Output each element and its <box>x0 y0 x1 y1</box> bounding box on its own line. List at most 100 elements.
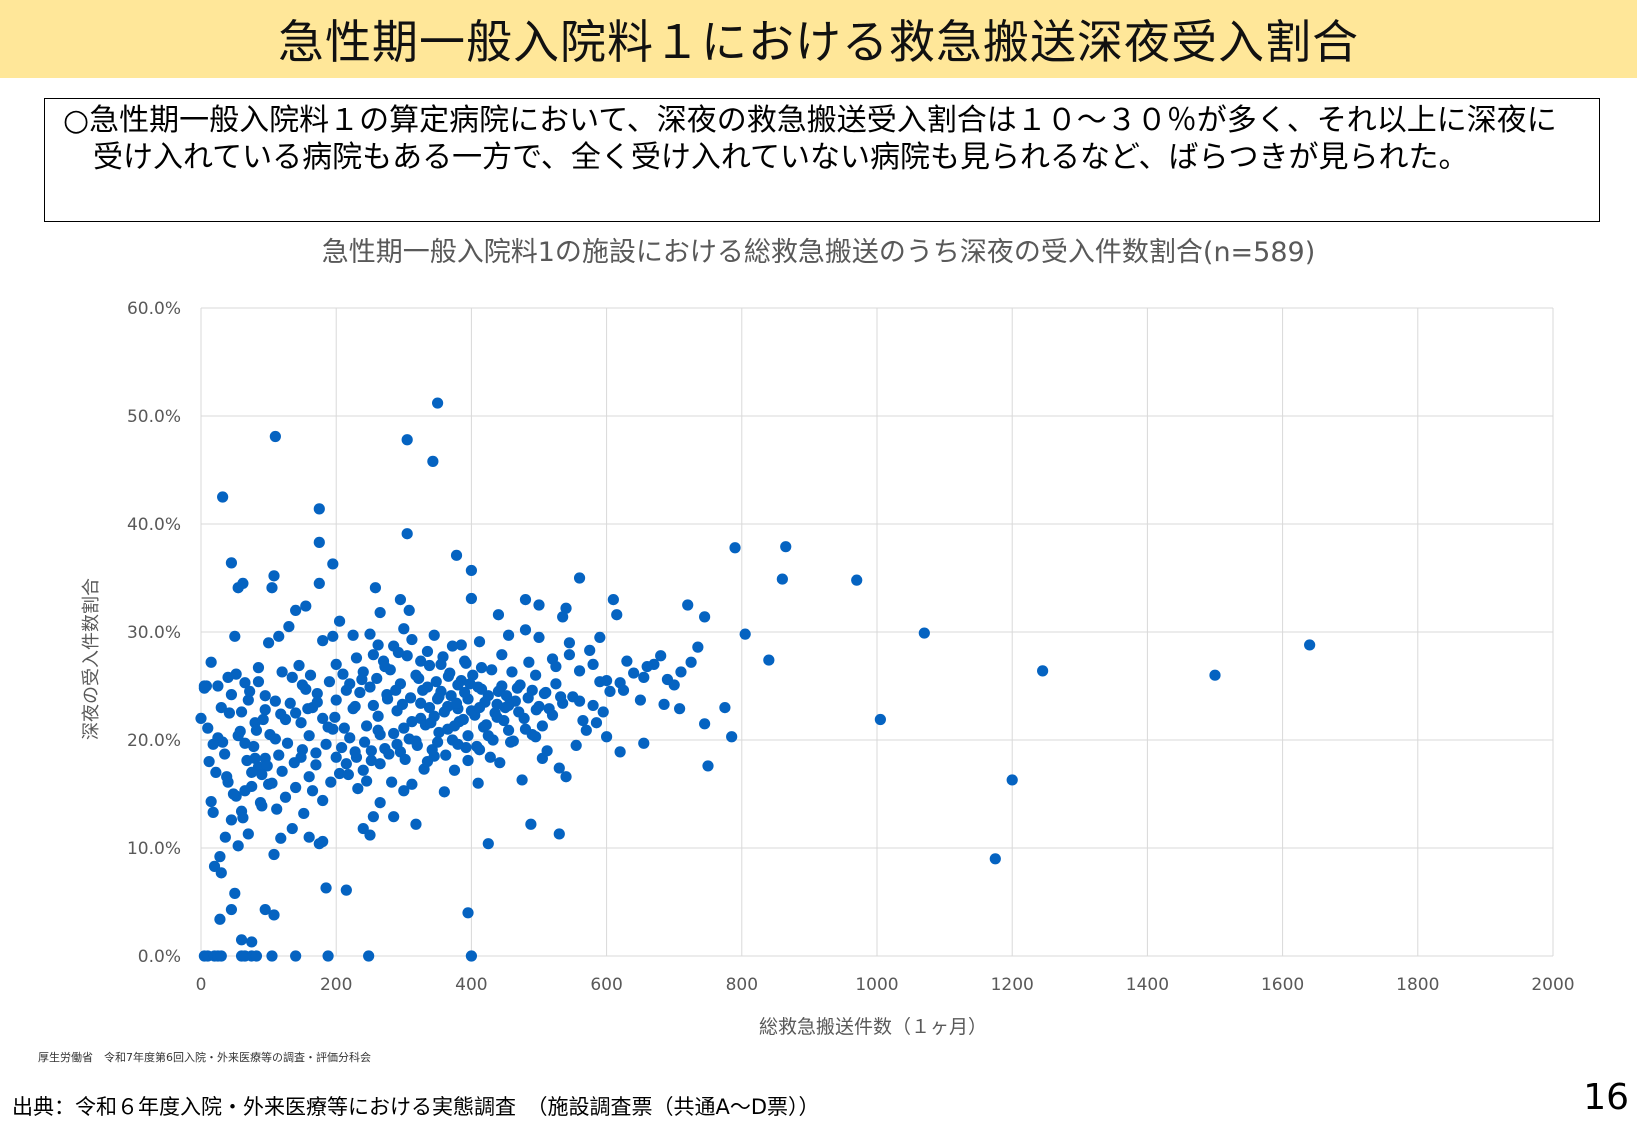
data-point <box>617 684 630 696</box>
data-point <box>530 731 542 743</box>
data-point <box>269 430 281 443</box>
data-point <box>641 660 653 673</box>
source-note: 出典：令和６年度入院・外来医療等における実態調査 （施設調査票（共通A～D票）） <box>12 1095 820 1119</box>
data-point <box>232 840 244 852</box>
data-point <box>239 737 251 749</box>
data-point <box>219 748 231 760</box>
data-point <box>269 695 281 707</box>
data-point <box>327 630 339 642</box>
data-point <box>475 662 488 674</box>
data-point <box>374 758 386 770</box>
data-point <box>573 665 586 677</box>
data-point <box>303 831 315 843</box>
data-point <box>311 687 323 700</box>
data-point <box>275 708 287 720</box>
data-point <box>219 831 231 843</box>
data-point <box>580 724 592 736</box>
data-point <box>560 771 572 783</box>
data-point <box>452 738 464 750</box>
data-point <box>427 455 439 467</box>
data-point <box>333 615 346 627</box>
data-point <box>523 656 535 668</box>
data-point <box>601 731 613 743</box>
data-point <box>440 749 452 761</box>
data-point <box>415 655 427 667</box>
data-point <box>597 706 609 718</box>
data-point <box>553 828 565 840</box>
x-tick-label: 1600 <box>1261 975 1304 995</box>
data-point <box>519 723 532 735</box>
data-point <box>1209 669 1221 681</box>
data-point <box>217 491 229 503</box>
data-point <box>655 650 667 662</box>
data-point <box>406 716 418 728</box>
data-point <box>263 637 275 649</box>
data-point <box>480 719 492 731</box>
data-point <box>472 777 484 789</box>
data-point <box>452 679 464 691</box>
data-point <box>268 570 280 582</box>
data-point <box>195 712 207 724</box>
data-point <box>322 950 334 962</box>
data-point <box>507 735 519 747</box>
summary-text: ○急性期一般入院料１の算定病院において、深夜の救急搬送受入割合は１０～３０％が多… <box>63 103 1557 175</box>
data-point <box>261 760 273 772</box>
data-point <box>511 682 523 694</box>
data-point <box>317 712 329 724</box>
data-point <box>729 542 741 554</box>
x-tick-label: 1200 <box>991 975 1034 995</box>
data-point <box>530 669 542 681</box>
data-point <box>541 745 553 757</box>
data-point <box>279 791 292 803</box>
data-point <box>303 771 315 783</box>
data-point <box>304 669 317 681</box>
data-point <box>221 771 233 783</box>
data-point <box>638 671 650 683</box>
data-point <box>594 631 606 643</box>
data-point <box>364 681 376 693</box>
data-point <box>381 693 394 705</box>
data-point <box>248 740 260 753</box>
page-number: 16 <box>1583 1077 1629 1118</box>
data-point <box>675 666 687 678</box>
data-point <box>473 744 486 756</box>
data-points <box>195 397 1316 962</box>
data-point <box>329 711 341 723</box>
data-point <box>257 713 269 726</box>
data-point <box>464 678 476 690</box>
data-point <box>330 658 342 670</box>
data-point <box>250 950 263 962</box>
data-point <box>522 692 534 704</box>
data-point <box>563 649 576 661</box>
data-point <box>317 835 329 848</box>
data-point <box>202 722 214 734</box>
data-point <box>699 611 711 623</box>
data-point <box>266 950 278 962</box>
data-point <box>699 718 711 730</box>
data-point <box>333 767 346 780</box>
data-point <box>459 686 471 699</box>
slide-title: 急性期一般入院料１における救急搬送深夜受入割合 <box>278 15 1359 69</box>
summary-box: ○急性期一般入院料１の算定病院において、深夜の救急搬送受入割合は１０～３０％が多… <box>44 98 1600 222</box>
data-point <box>242 694 254 706</box>
data-point <box>462 754 474 767</box>
x-tick-label: 800 <box>726 975 758 995</box>
data-point <box>363 950 375 962</box>
data-point <box>275 832 287 844</box>
data-point <box>364 829 376 841</box>
data-point <box>442 723 454 735</box>
data-point <box>325 776 337 788</box>
data-point <box>349 746 361 758</box>
scatter-chart: 0.0% 10.0% 20.0% 30.0% 40.0% 50.0% 60.0% 0 200 4… <box>81 299 1575 1038</box>
data-point <box>577 714 589 727</box>
data-point <box>506 666 518 678</box>
data-point <box>310 759 322 771</box>
data-point <box>430 676 442 688</box>
data-point <box>269 733 281 745</box>
data-point <box>587 699 599 712</box>
data-point <box>432 397 444 409</box>
data-point <box>313 503 325 515</box>
x-tick-label: 200 <box>320 975 352 995</box>
data-point <box>538 687 551 700</box>
data-point <box>486 664 498 676</box>
